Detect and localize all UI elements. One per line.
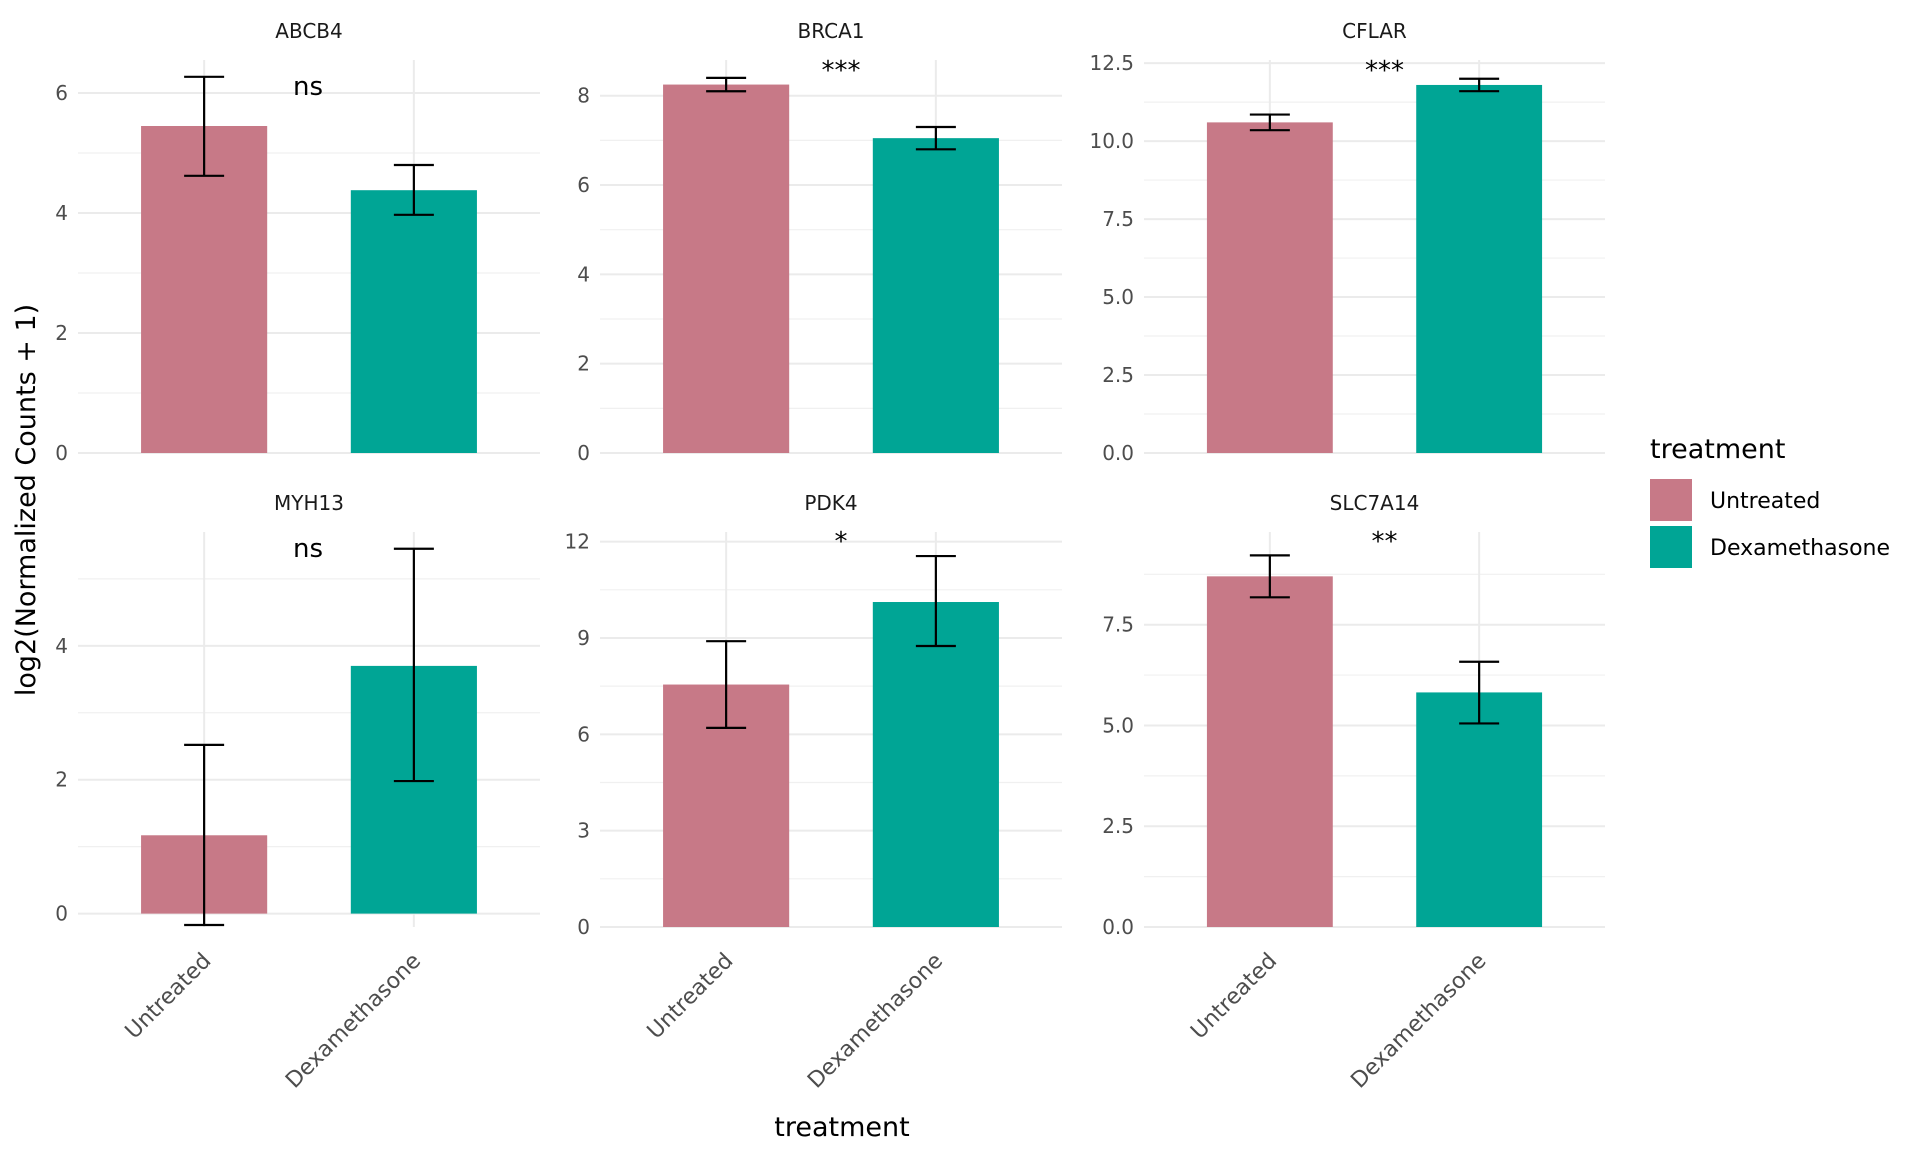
y-tick-label-cflar: 0.0 — [1102, 441, 1134, 465]
significance-label-pdk4: * — [835, 527, 848, 557]
bar-brca1-untreated — [663, 84, 790, 453]
y-tick-label-myh13: 4 — [55, 634, 68, 658]
y-tick-label-brca1: 4 — [577, 262, 590, 286]
panel-title-brca1: BRCA1 — [798, 19, 865, 43]
error-bar-pdk4-untreated — [706, 640, 747, 729]
error-bar-pdk4-dexamethasone — [915, 554, 956, 648]
significance-label-slc7a14: ** — [1372, 527, 1398, 557]
y-tick-label-brca1: 8 — [577, 84, 590, 108]
bar-pdk4-dexamethasone — [872, 602, 999, 927]
bar-slc7a14-untreated — [1206, 576, 1333, 927]
y-tick-label-brca1: 6 — [577, 173, 590, 197]
x-tick-label-pdk4-dexamethasone: Dexamethasone — [803, 949, 948, 1094]
y-tick-label-pdk4: 3 — [577, 819, 590, 843]
y-tick-label-cflar: 10.0 — [1089, 129, 1134, 153]
y-tick-label-slc7a14: 0.0 — [1102, 915, 1134, 939]
y-axis-title: log2(Normalized Counts + 1) — [11, 304, 42, 696]
legend-swatch-untreated — [1650, 479, 1692, 521]
y-tick-label-pdk4: 9 — [577, 626, 590, 650]
legend-label-dexamethasone: Dexamethasone — [1710, 536, 1890, 561]
y-tick-label-cflar: 7.5 — [1102, 207, 1134, 231]
y-tick-label-cflar: 2.5 — [1102, 363, 1134, 387]
panel-slc7a14: SLC7A14 0.0 2.5 5.0 7.5 ** Untreated Dexamethas… — [1102, 491, 1605, 1094]
y-tick-label-cflar: 5.0 — [1102, 285, 1134, 309]
panel-brca1: BRCA1 0 2 4 6 8 *** — [577, 19, 1062, 465]
x-tick-label-pdk4-untreated: Untreated — [643, 949, 739, 1045]
panel-title-cflar: CFLAR — [1342, 19, 1407, 43]
error-bar-abcb4-untreated — [184, 75, 225, 177]
y-tick-label-abcb4: 2 — [55, 321, 68, 345]
panel-title-slc7a14: SLC7A14 — [1330, 491, 1420, 515]
y-tick-label-brca1: 0 — [577, 441, 590, 465]
y-tick-label-slc7a14: 2.5 — [1102, 814, 1134, 838]
y-tick-label-brca1: 2 — [577, 352, 590, 376]
panel-pdk4: PDK4 0 3 6 9 12 * Untreated Dexamethasone — [565, 491, 1062, 1094]
panel-title-myh13: MYH13 — [274, 491, 344, 515]
legend-title: treatment — [1650, 434, 1785, 465]
legend-swatch-dexamethasone — [1650, 526, 1692, 568]
error-bar-abcb4-dexamethasone — [393, 163, 434, 216]
bar-slc7a14-dexamethasone — [1416, 692, 1543, 927]
error-bar-cflar-dexamethasone — [1459, 77, 1500, 93]
significance-label-abcb4: ns — [293, 72, 323, 102]
y-tick-label-slc7a14: 7.5 — [1102, 613, 1134, 637]
y-tick-label-pdk4: 0 — [577, 915, 590, 939]
x-axis-title: treatment — [774, 1112, 909, 1143]
error-bar-cflar-untreated — [1249, 113, 1290, 132]
x-tick-label-slc7a14-untreated: Untreated — [1186, 949, 1282, 1045]
x-tick-label-myh13-untreated: Untreated — [121, 949, 217, 1045]
panel-cflar: CFLAR 0.0 2.5 5.0 7.5 10.0 12.5 *** — [1089, 19, 1605, 465]
y-tick-label-myh13: 0 — [55, 902, 68, 926]
significance-label-myh13: ns — [293, 534, 323, 564]
error-bar-myh13-dexamethasone — [393, 547, 434, 783]
legend-label-untreated: Untreated — [1710, 489, 1820, 514]
y-tick-label-cflar: 12.5 — [1089, 51, 1134, 75]
bar-brca1-dexamethasone — [872, 138, 999, 453]
bar-cflar-dexamethasone — [1416, 84, 1543, 453]
panel-title-abcb4: ABCB4 — [275, 19, 342, 43]
significance-label-brca1: *** — [822, 56, 861, 86]
panel-abcb4: ABCB4 0 2 4 6 ns — [55, 19, 540, 465]
y-tick-label-pdk4: 12 — [565, 530, 590, 554]
error-bar-slc7a14-untreated — [1249, 554, 1290, 599]
significance-label-cflar: *** — [1365, 56, 1404, 86]
y-tick-label-pdk4: 6 — [577, 722, 590, 746]
y-tick-label-myh13: 2 — [55, 768, 68, 792]
panel-title-pdk4: PDK4 — [804, 491, 857, 515]
bar-abcb4-dexamethasone — [350, 190, 477, 453]
y-tick-label-abcb4: 4 — [55, 201, 68, 225]
y-tick-label-abcb4: 6 — [55, 81, 68, 105]
panel-myh13: MYH13 0 2 4 ns Untreated Dexamethasone — [55, 491, 540, 1094]
y-tick-label-slc7a14: 5.0 — [1102, 713, 1134, 737]
bar-cflar-untreated — [1206, 122, 1333, 453]
y-tick-label-abcb4: 0 — [55, 441, 68, 465]
x-tick-label-slc7a14-dexamethasone: Dexamethasone — [1346, 949, 1491, 1094]
x-tick-label-myh13-dexamethasone: Dexamethasone — [281, 949, 426, 1094]
error-bar-brca1-untreated — [706, 76, 747, 93]
error-bar-myh13-untreated — [184, 743, 225, 927]
bar-abcb4-untreated — [141, 126, 268, 453]
error-bar-slc7a14-dexamethasone — [1459, 660, 1500, 725]
error-bar-brca1-dexamethasone — [915, 125, 956, 151]
legend: treatment Untreated Dexamethasone — [1650, 434, 1890, 568]
